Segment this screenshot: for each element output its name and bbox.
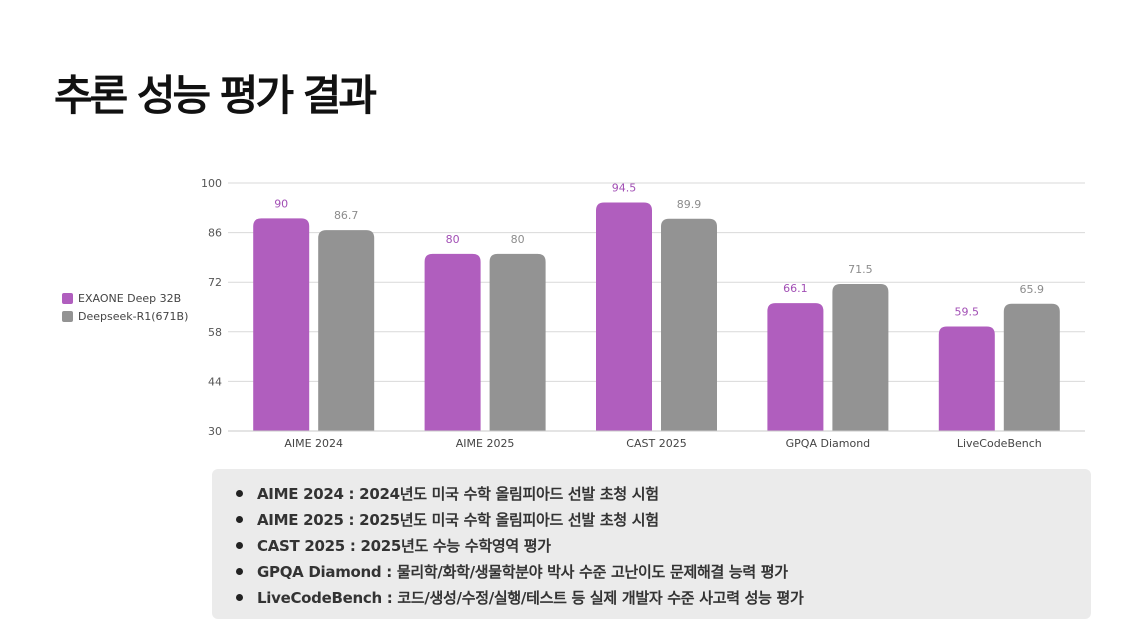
x-tick-label: CAST 2025 [626, 437, 686, 450]
bullet-icon [236, 515, 243, 523]
note-text: AIME 2024 : 2024년도 미국 수학 올림피아드 선발 초청 시험 [257, 484, 659, 503]
note-item-aime-2024: AIME 2024 : 2024년도 미국 수학 올림피아드 선발 초청 시험 [236, 480, 1091, 506]
bar-deepseek [661, 218, 717, 431]
bar-exaone [596, 202, 652, 431]
note-text: AIME 2025 : 2025년도 미국 수학 올림피아드 선발 초청 시험 [257, 510, 659, 529]
bullet-icon [236, 567, 243, 575]
bar-exaone [767, 303, 824, 431]
data-label: 94.5 [612, 181, 637, 194]
data-label: 86.7 [334, 209, 359, 222]
note-item-aime-2025: AIME 2025 : 2025년도 미국 수학 올림피아드 선발 초청 시험 [236, 506, 1091, 532]
bar-chart: 30 44 58 72 86 100 90 86.7 AIME 2024 80 80 AIME 202… [201, 177, 1085, 450]
note-item-cast-2025: CAST 2025 : 2025년도 수능 수학영역 평가 [236, 532, 1091, 558]
page-title: 추론 성능 평가 결과 [54, 71, 377, 120]
chart-legend: EXAONE Deep 32B Deepseek-R1(671B) [62, 289, 188, 325]
x-tick-label: GPQA Diamond [786, 437, 871, 450]
data-label: 59.5 [955, 305, 980, 318]
benchmark-notes-list: AIME 2024 : 2024년도 미국 수학 올림피아드 선발 초청 시험 … [212, 469, 1091, 610]
legend-swatch-exaone [62, 292, 73, 304]
data-label: 80 [511, 233, 525, 246]
y-tick-label: 86 [208, 227, 222, 240]
bar-deepseek [318, 230, 375, 431]
bar-exaone [424, 253, 481, 431]
legend-swatch-deepseek [62, 310, 73, 322]
legend-item-deepseek: Deepseek-R1(671B) [62, 307, 188, 325]
data-label: 71.5 [848, 263, 873, 276]
y-tick-label: 58 [208, 326, 222, 339]
note-text: LiveCodeBench : 코드/생성/수정/실행/테스트 등 실제 개발자… [257, 588, 804, 607]
note-item-livecodebench: LiveCodeBench : 코드/생성/수정/실행/테스트 등 실제 개발자… [236, 584, 1091, 610]
data-label: 66.1 [783, 282, 808, 295]
x-tick-label: AIME 2025 [456, 437, 515, 450]
data-label: 80 [446, 233, 460, 246]
legend-item-exaone: EXAONE Deep 32B [62, 289, 188, 307]
data-label: 65.9 [1020, 283, 1045, 296]
legend-label-exaone: EXAONE Deep 32B [78, 291, 182, 305]
bullet-icon [236, 489, 243, 497]
note-text: CAST 2025 : 2025년도 수능 수학영역 평가 [257, 536, 551, 555]
x-tick-label: AIME 2024 [284, 437, 343, 450]
legend-label-deepseek: Deepseek-R1(671B) [78, 309, 189, 323]
note-item-gpqa-diamond: GPQA Diamond : 물리학/화학/생물학분야 박사 수준 고난이도 문… [236, 558, 1091, 584]
y-tick-label: 30 [208, 425, 222, 438]
y-tick-label: 72 [208, 276, 222, 289]
bar-deepseek [489, 253, 546, 431]
bar-deepseek [832, 283, 889, 431]
y-tick-label: 100 [201, 177, 222, 190]
x-tick-label: LiveCodeBench [957, 437, 1042, 450]
bullet-icon [236, 541, 243, 549]
note-text: GPQA Diamond : 물리학/화학/생물학분야 박사 수준 고난이도 문… [257, 562, 788, 581]
bar-deepseek [1003, 303, 1060, 431]
data-label: 90 [274, 197, 288, 210]
bullet-icon [236, 593, 243, 601]
data-label: 89.9 [677, 198, 702, 211]
y-tick-label: 44 [208, 375, 222, 388]
bar-exaone [938, 326, 995, 431]
bar-exaone [253, 218, 310, 431]
benchmark-notes-box: AIME 2024 : 2024년도 미국 수학 올림피아드 선발 초청 시험 … [212, 469, 1091, 619]
